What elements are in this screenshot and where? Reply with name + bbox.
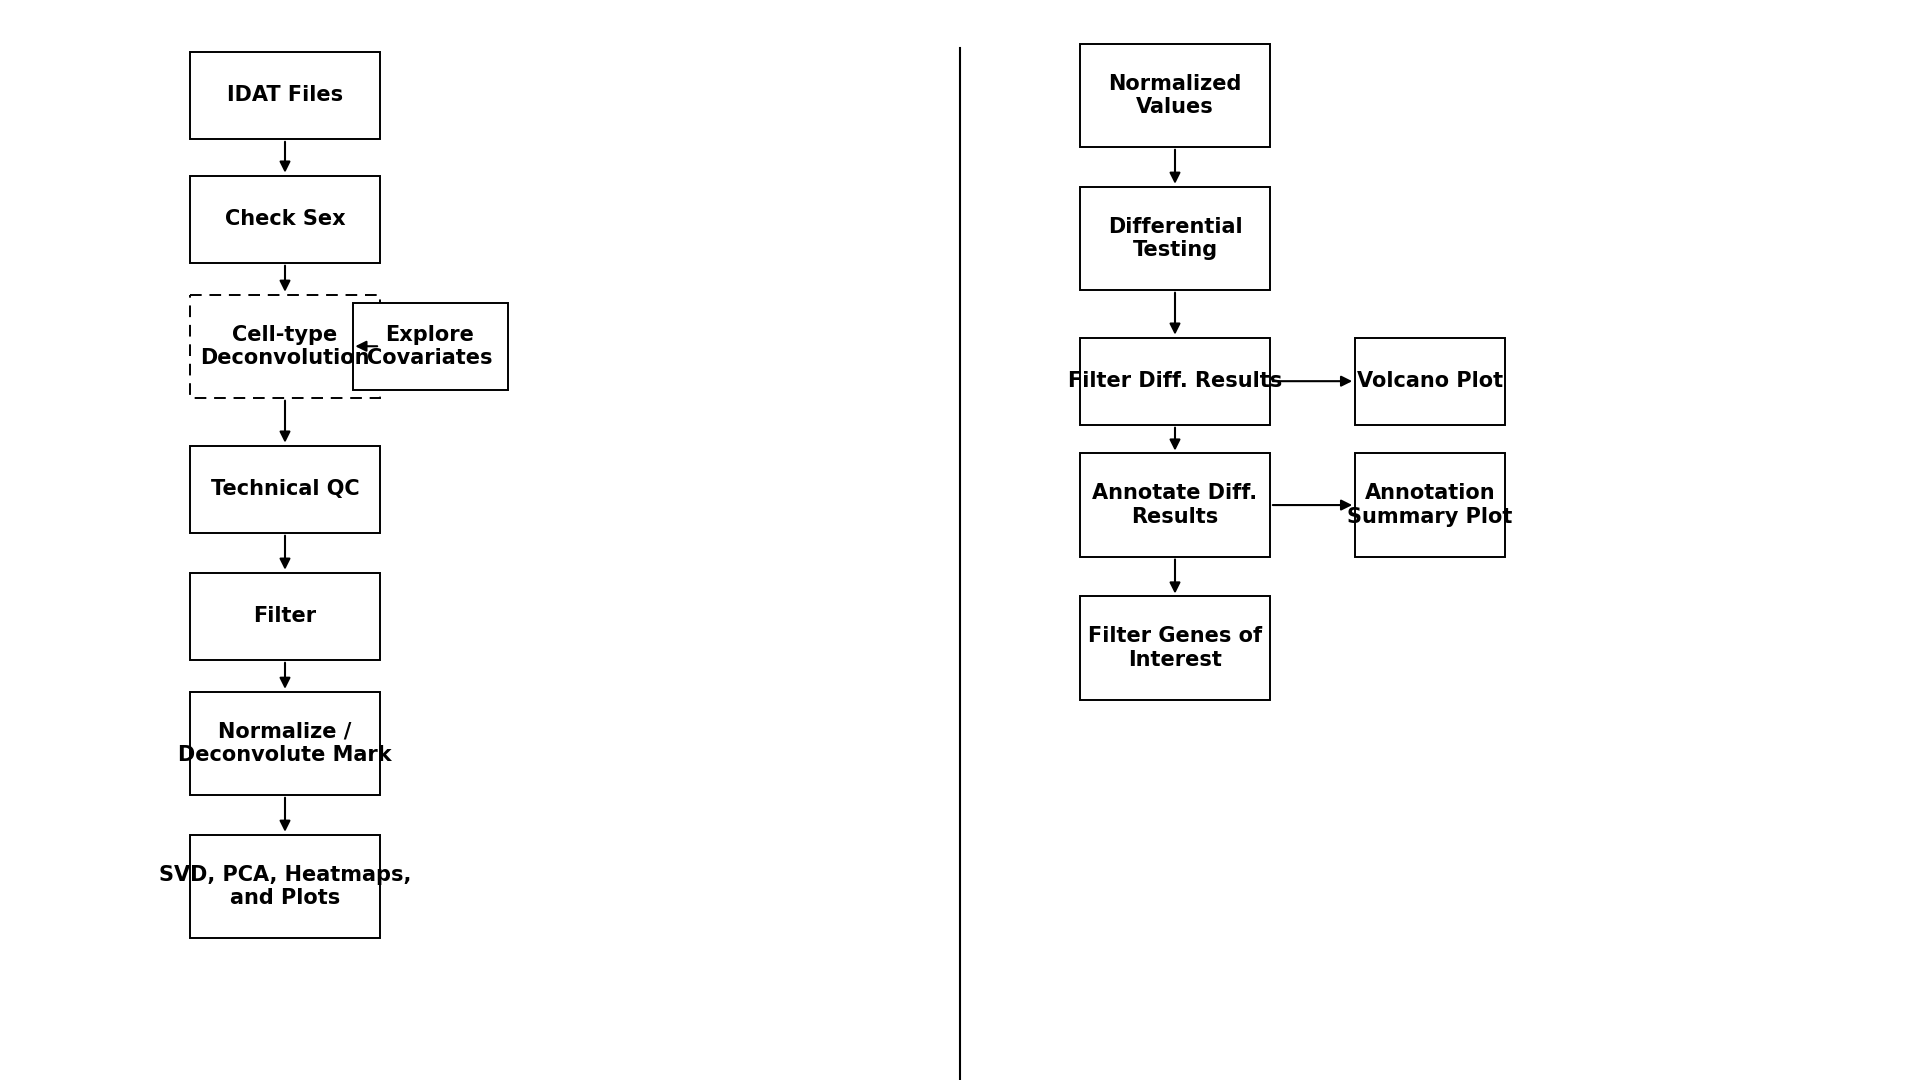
Text: Check Sex: Check Sex: [225, 210, 346, 229]
Text: Filter Genes of
Interest: Filter Genes of Interest: [1089, 626, 1261, 670]
Text: SVD, PCA, Heatmaps,
and Plots: SVD, PCA, Heatmaps, and Plots: [159, 865, 411, 908]
Text: Filter: Filter: [253, 606, 317, 626]
FancyBboxPatch shape: [190, 445, 380, 532]
FancyBboxPatch shape: [190, 691, 380, 795]
FancyBboxPatch shape: [1079, 337, 1269, 424]
FancyBboxPatch shape: [190, 295, 380, 397]
Text: Normalized
Values: Normalized Values: [1108, 73, 1242, 117]
FancyBboxPatch shape: [1079, 596, 1269, 700]
Text: Filter Diff. Results: Filter Diff. Results: [1068, 372, 1283, 391]
FancyBboxPatch shape: [1356, 337, 1505, 424]
FancyBboxPatch shape: [353, 302, 507, 390]
Text: Cell-type
Deconvolution: Cell-type Deconvolution: [200, 325, 371, 368]
Text: Differential
Testing: Differential Testing: [1108, 217, 1242, 260]
FancyBboxPatch shape: [1079, 187, 1269, 289]
FancyBboxPatch shape: [1356, 454, 1505, 556]
Text: Volcano Plot: Volcano Plot: [1357, 372, 1503, 391]
Text: Explore
Covariates: Explore Covariates: [367, 325, 493, 368]
Text: Annotate Diff.
Results: Annotate Diff. Results: [1092, 484, 1258, 527]
Text: Annotation
Summary Plot: Annotation Summary Plot: [1348, 484, 1513, 527]
FancyBboxPatch shape: [190, 52, 380, 139]
FancyBboxPatch shape: [190, 835, 380, 937]
Text: Normalize /
Deconvolute Mark: Normalize / Deconvolute Mark: [179, 721, 392, 765]
FancyBboxPatch shape: [1079, 454, 1269, 556]
Text: Technical QC: Technical QC: [211, 480, 359, 499]
FancyBboxPatch shape: [1079, 43, 1269, 147]
Text: IDAT Files: IDAT Files: [227, 85, 344, 105]
FancyBboxPatch shape: [190, 572, 380, 660]
FancyBboxPatch shape: [190, 175, 380, 262]
